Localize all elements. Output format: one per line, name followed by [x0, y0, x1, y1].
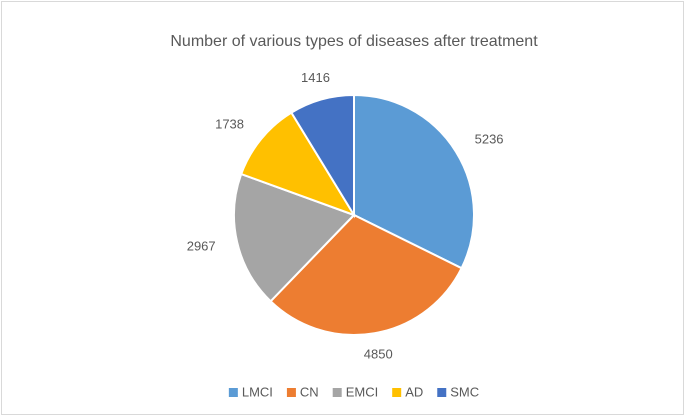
data-label: 2967 [187, 238, 216, 253]
legend-swatch [286, 388, 296, 397]
pie-slice [233, 172, 356, 303]
legend-label: AD [405, 384, 423, 399]
data-label: 4850 [364, 346, 393, 361]
data-label: 5236 [475, 132, 504, 147]
data-label: 1416 [301, 70, 330, 85]
legend-label: CN [300, 384, 319, 399]
legend-swatch [332, 388, 342, 397]
chart-title: Number of various types of diseases afte… [170, 33, 538, 50]
legend-label: LMCI [242, 384, 273, 399]
data-label: 1738 [215, 117, 244, 132]
legend-label: EMCI [346, 384, 379, 399]
legend-label: SMC [450, 384, 479, 399]
pie-slice [269, 213, 463, 336]
pie-slice [353, 93, 475, 270]
legend-swatch [437, 388, 447, 397]
legend-swatch [228, 388, 238, 397]
legend-swatch [392, 388, 402, 397]
pie-slice [290, 93, 355, 219]
pie-slice [239, 111, 357, 217]
